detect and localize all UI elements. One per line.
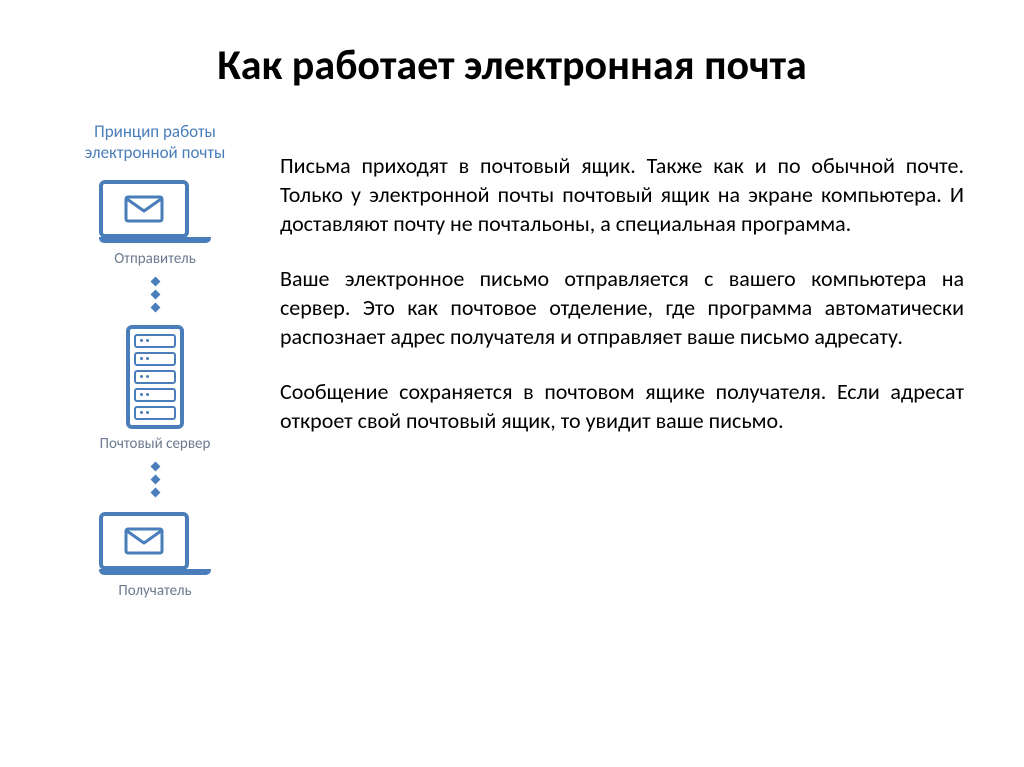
server-slot-icon: [134, 352, 176, 366]
envelope-icon: [124, 527, 164, 555]
laptop-base-icon: [99, 237, 211, 243]
diamond-icon: [150, 474, 160, 484]
connector-icon: [152, 278, 159, 311]
paragraph: Сообщение сохраняется в почтовом ящике п…: [280, 377, 964, 435]
diamond-icon: [150, 461, 160, 471]
slide: Как работает электронная почта Принцип р…: [0, 0, 1024, 767]
diagram: Принцип работы электронной почты Отправи…: [60, 121, 250, 600]
diagram-title: Принцип работы электронной почты: [60, 121, 250, 164]
receiver-label: Получатель: [118, 582, 191, 600]
sender-label: Отправитель: [114, 250, 196, 268]
connector-icon: [152, 463, 159, 496]
diamond-icon: [150, 302, 160, 312]
diamond-icon: [150, 276, 160, 286]
diamond-icon: [150, 289, 160, 299]
laptop-base-icon: [99, 569, 211, 575]
page-title: Как работает электронная почта: [60, 40, 964, 91]
text-column: Письма приходят в почтовый ящик. Также к…: [280, 121, 964, 600]
server-slot-icon: [134, 370, 176, 384]
laptop-icon: [99, 512, 189, 570]
server-label: Почтовый сервер: [100, 435, 211, 453]
server-slot-icon: [134, 388, 176, 402]
paragraph: Ваше электронное письмо отправляется с в…: [280, 264, 964, 351]
server-icon: [126, 325, 184, 429]
receiver-node: [99, 512, 211, 576]
sender-node: [99, 180, 211, 244]
server-slot-icon: [134, 334, 176, 348]
envelope-icon: [124, 195, 164, 223]
diamond-icon: [150, 487, 160, 497]
paragraph: Письма приходят в почтовый ящик. Также к…: [280, 151, 964, 238]
server-slot-icon: [134, 406, 176, 420]
content-row: Принцип работы электронной почты Отправи…: [60, 121, 964, 600]
laptop-icon: [99, 180, 189, 238]
